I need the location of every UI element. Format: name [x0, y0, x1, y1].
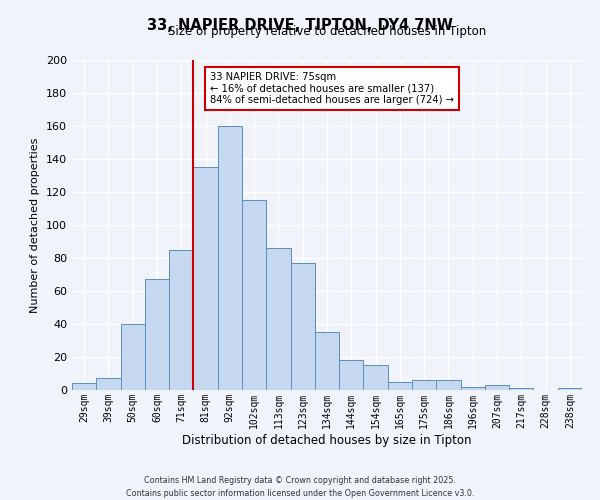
Bar	[218, 126, 242, 390]
Bar	[121, 324, 145, 390]
Bar	[509, 388, 533, 390]
Title: Size of property relative to detached houses in Tipton: Size of property relative to detached ho…	[168, 25, 486, 38]
Bar	[145, 280, 169, 390]
Bar	[436, 380, 461, 390]
Bar	[193, 167, 218, 390]
Bar	[364, 365, 388, 390]
X-axis label: Distribution of detached houses by size in Tipton: Distribution of detached houses by size …	[182, 434, 472, 446]
Bar	[290, 263, 315, 390]
Text: 33, NAPIER DRIVE, TIPTON, DY4 7NW: 33, NAPIER DRIVE, TIPTON, DY4 7NW	[147, 18, 453, 32]
Bar	[72, 384, 96, 390]
Bar	[461, 386, 485, 390]
Bar	[96, 378, 121, 390]
Bar	[169, 250, 193, 390]
Bar	[412, 380, 436, 390]
Bar	[339, 360, 364, 390]
Bar	[388, 382, 412, 390]
Bar	[558, 388, 582, 390]
Bar	[266, 248, 290, 390]
Bar	[315, 332, 339, 390]
Bar	[242, 200, 266, 390]
Text: Contains HM Land Registry data © Crown copyright and database right 2025.
Contai: Contains HM Land Registry data © Crown c…	[126, 476, 474, 498]
Y-axis label: Number of detached properties: Number of detached properties	[31, 138, 40, 312]
Bar	[485, 385, 509, 390]
Text: 33 NAPIER DRIVE: 75sqm
← 16% of detached houses are smaller (137)
84% of semi-de: 33 NAPIER DRIVE: 75sqm ← 16% of detached…	[211, 72, 454, 104]
